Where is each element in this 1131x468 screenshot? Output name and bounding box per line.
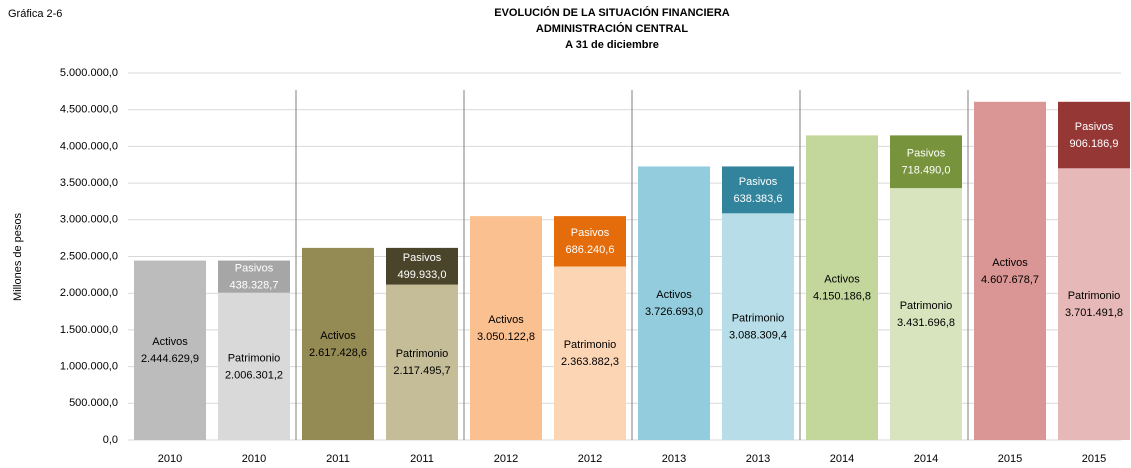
data-label: 3.088.309,4: [729, 330, 787, 342]
data-label: 3.701.491,8: [1065, 307, 1123, 319]
data-label: 3.431.696,8: [897, 317, 955, 329]
series-label: Patrimonio: [732, 313, 785, 325]
y-tick-label: 1.500.000,0: [60, 324, 118, 336]
y-tick-label: 2.000.000,0: [60, 287, 118, 299]
y-tick-label: 4.000.000,0: [60, 140, 118, 152]
series-label: Patrimonio: [396, 348, 449, 360]
y-tick-label: 5.000.000,0: [60, 67, 118, 79]
x-tick-label: 2012: [494, 453, 518, 465]
data-label: 2.363.882,3: [561, 356, 619, 368]
series-label: Pasivos: [739, 176, 778, 188]
data-label: 3.726.693,0: [645, 306, 703, 318]
x-tick-label: 2015: [998, 453, 1022, 465]
chart-label: Gráfica 2-6: [8, 8, 62, 20]
y-tick-label: 2.500.000,0: [60, 250, 118, 262]
series-label: Pasivos: [235, 263, 274, 275]
x-tick-label: 2010: [158, 453, 182, 465]
chart-subtitle: ADMINISTRACIÓN CENTRAL: [536, 22, 688, 35]
bar: [386, 284, 458, 440]
data-label: 638.383,6: [734, 193, 783, 205]
series-label: Pasivos: [907, 148, 946, 160]
data-label: 2.117.495,7: [393, 365, 450, 377]
series-label: Patrimonio: [564, 339, 617, 351]
bar: [218, 292, 290, 440]
series-label: Pasivos: [571, 227, 610, 239]
bar: [302, 247, 374, 440]
x-tick-label: 2015: [1082, 453, 1106, 465]
series-label: Pasivos: [1075, 121, 1114, 133]
y-tick-label: 3.000.000,0: [60, 214, 118, 226]
chart-title: EVOLUCIÓN DE LA SITUACIÓN FINANCIERA: [494, 6, 730, 19]
data-label: 499.933,0: [398, 269, 447, 281]
series-label: Patrimonio: [228, 352, 281, 364]
bar: [890, 135, 962, 189]
bar: [890, 188, 962, 440]
bar: [470, 216, 542, 440]
x-tick-label: 2013: [746, 453, 770, 465]
series-label: Activos: [824, 274, 860, 286]
data-label: 686.240,6: [566, 244, 615, 256]
bar: [722, 166, 794, 214]
bar: [974, 101, 1046, 440]
bar: [386, 247, 458, 285]
data-label: 4.150.186,8: [813, 291, 871, 303]
series-label: Activos: [992, 257, 1028, 269]
x-tick-label: 2014: [830, 453, 854, 465]
y-axis-label: Millones de pesos: [12, 212, 24, 301]
series-label: Patrimonio: [900, 300, 953, 312]
series-label: Activos: [320, 330, 356, 342]
data-label: 2.444.629,9: [141, 353, 199, 365]
series-label: Activos: [152, 336, 188, 348]
data-label: 3.050.122,8: [477, 331, 535, 343]
x-tick-label: 2014: [914, 453, 938, 465]
x-tick-label: 2011: [326, 453, 350, 465]
y-tick-label: 500.000,0: [69, 397, 118, 409]
bar: [806, 135, 878, 440]
y-tick-label: 1.000.000,0: [60, 361, 118, 373]
x-tick-label: 2012: [578, 453, 602, 465]
data-label: 438.328,7: [230, 280, 279, 292]
series-label: Activos: [656, 289, 692, 301]
y-tick-label: 0,0: [103, 434, 118, 446]
data-label: 906.186,9: [1070, 138, 1119, 150]
bar: [1058, 101, 1130, 169]
series-label: Patrimonio: [1068, 290, 1121, 302]
x-tick-label: 2010: [242, 453, 266, 465]
series-label: Activos: [488, 314, 524, 326]
bar: [134, 260, 206, 440]
series-label: Pasivos: [403, 252, 442, 264]
data-label: 4.607.678,7: [981, 274, 1039, 286]
bar: [554, 266, 626, 440]
data-label: 2.006.301,2: [225, 369, 283, 381]
chart-subtitle: A 31 de diciembre: [565, 39, 659, 51]
data-label: 2.617.428,6: [309, 347, 367, 359]
y-tick-label: 3.500.000,0: [60, 177, 118, 189]
bar: [638, 166, 710, 440]
data-label: 718.490,0: [902, 165, 951, 177]
y-tick-label: 4.500.000,0: [60, 104, 118, 116]
bar: [1058, 168, 1130, 441]
bar: [722, 213, 794, 440]
bar: [554, 216, 626, 267]
bar: [218, 260, 290, 293]
x-tick-label: 2011: [410, 453, 434, 465]
x-tick-label: 2013: [662, 453, 686, 465]
